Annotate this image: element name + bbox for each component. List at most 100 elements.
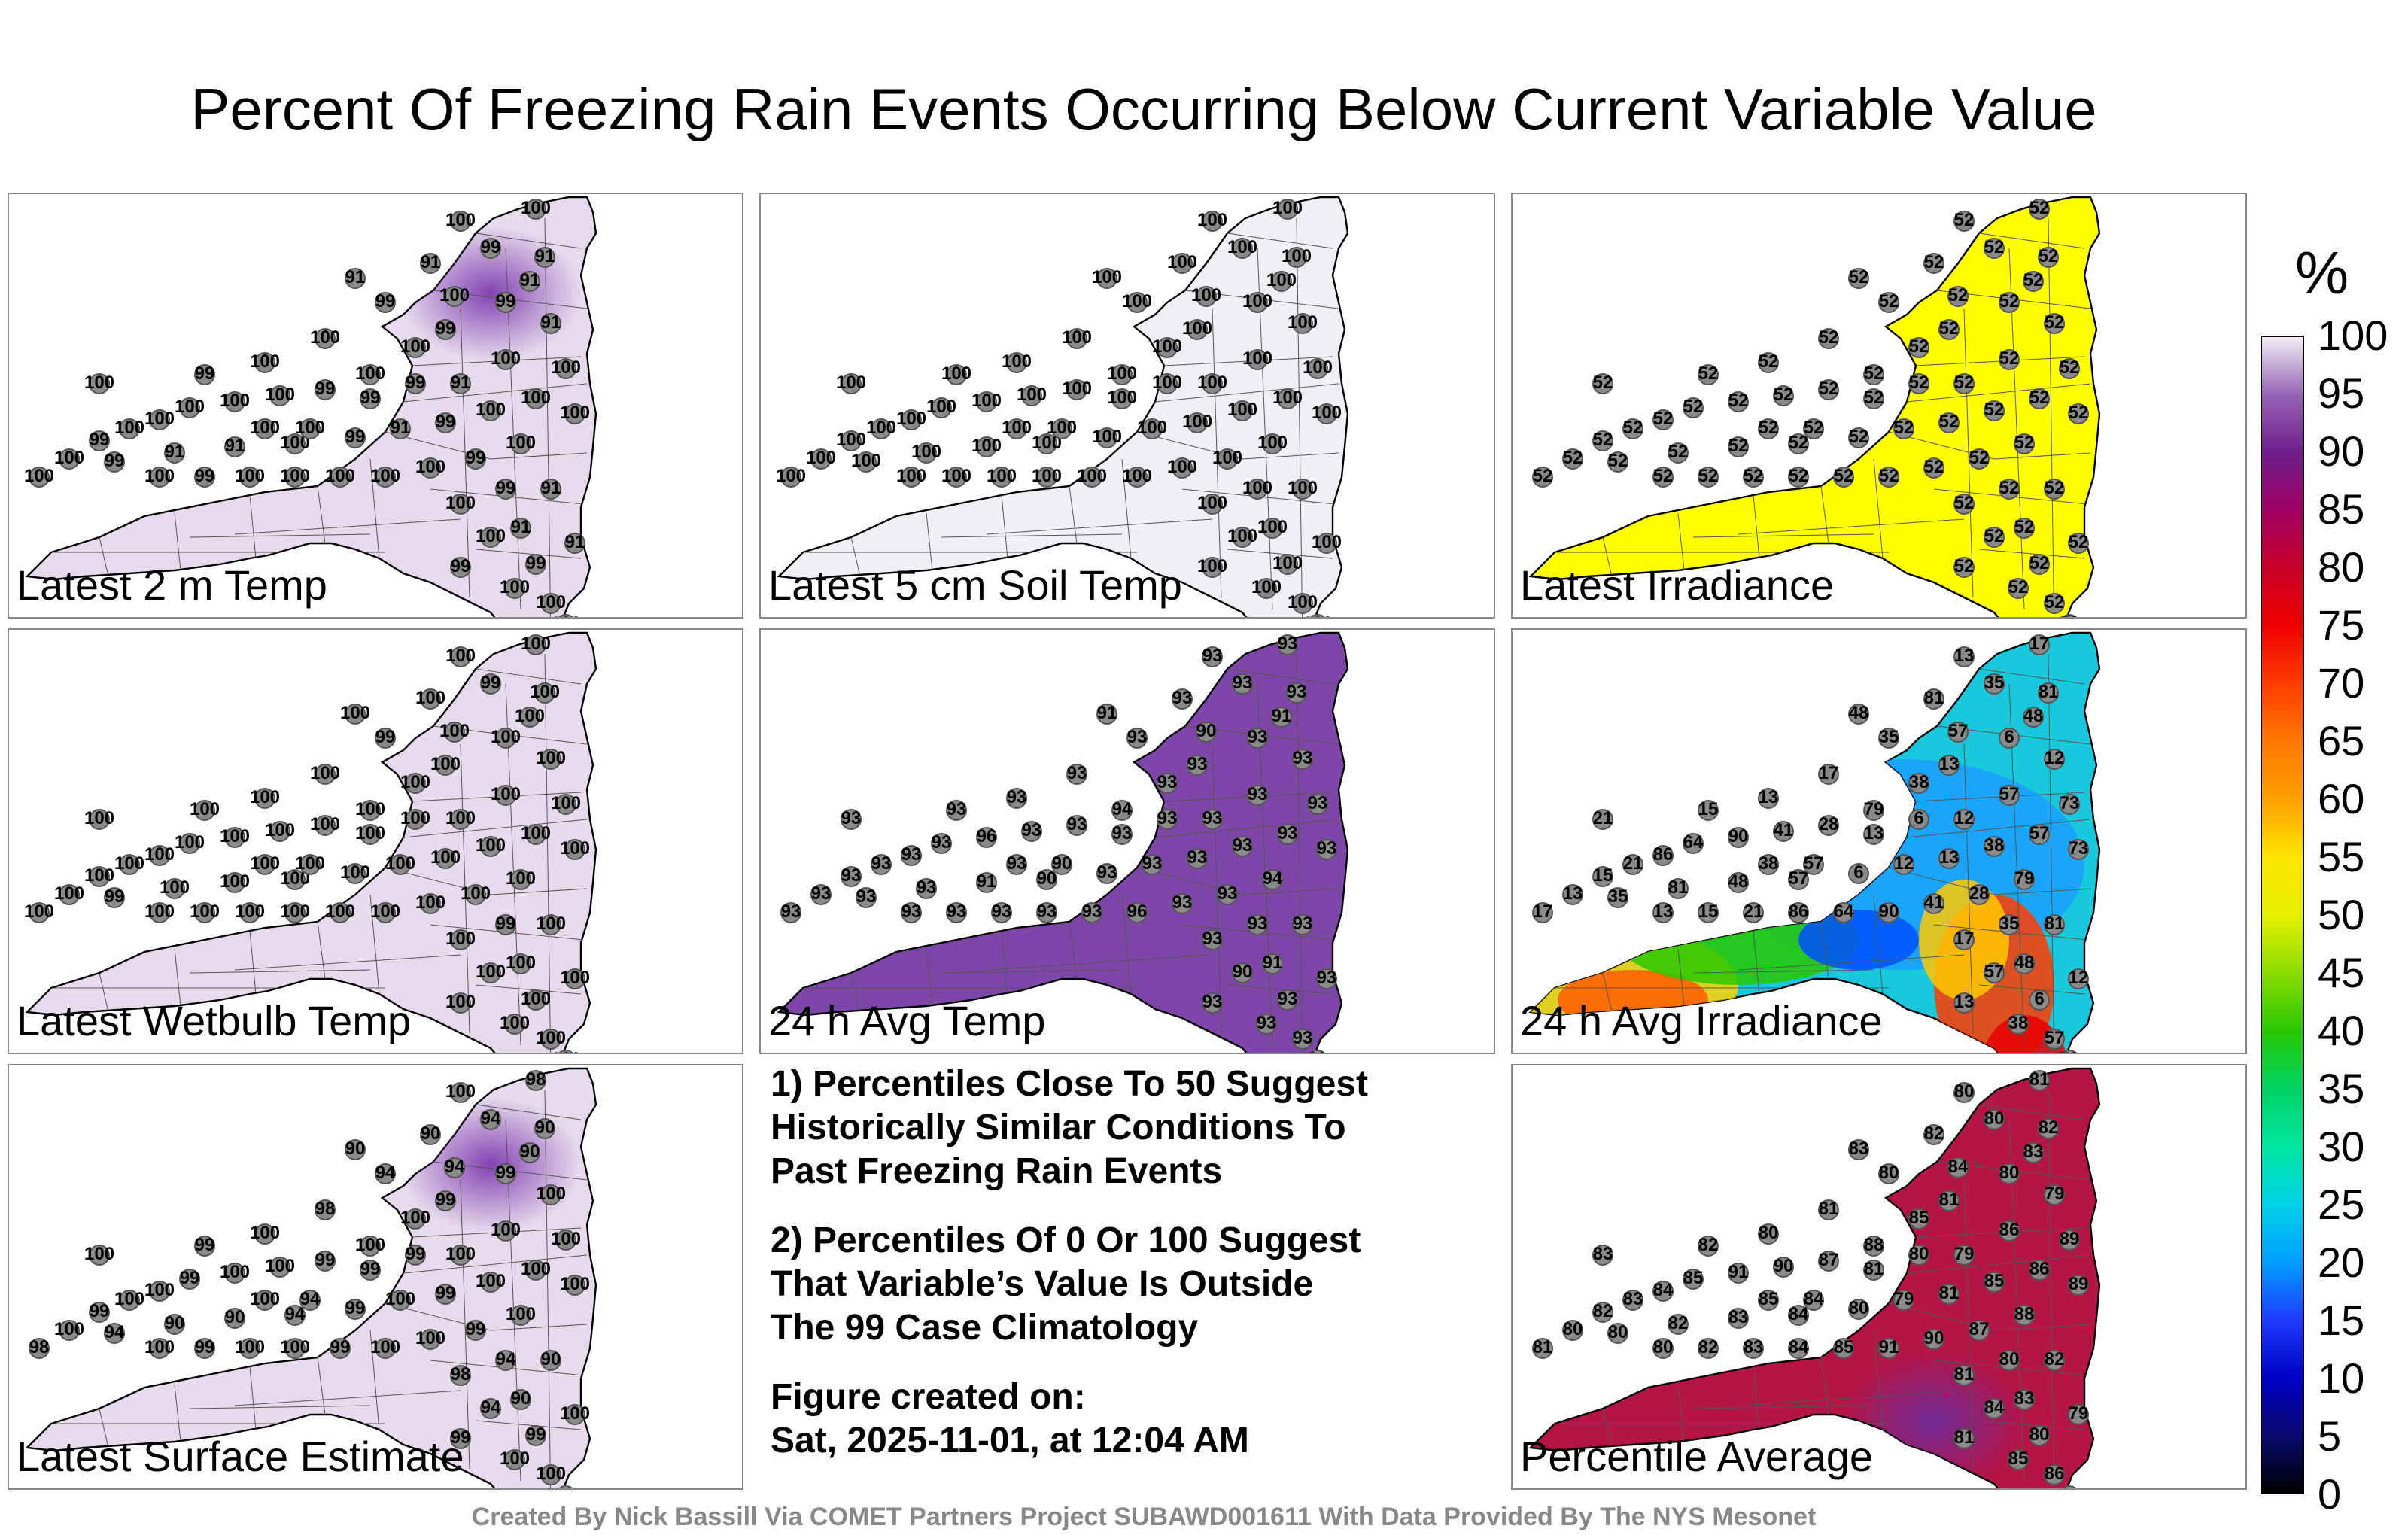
station-marker: 52 bbox=[1592, 372, 1613, 394]
county-line bbox=[1978, 1104, 2085, 1120]
station-value: 100 bbox=[54, 448, 84, 468]
station-marker: 93 bbox=[1202, 808, 1223, 830]
station-value: 52 bbox=[1954, 372, 1975, 393]
station-value: 52 bbox=[1924, 252, 1944, 272]
station-marker: 100 bbox=[325, 901, 355, 923]
station-marker: 90 bbox=[1878, 901, 1899, 923]
map-panel-percentile-average: 80 81 80 82 83 84 80 79 81 85 86 89 88 87 90 91 85 84 83 82… bbox=[1511, 1064, 2247, 1490]
station-marker: 52 bbox=[1953, 210, 1975, 232]
station-marker: 99 bbox=[495, 478, 516, 500]
station-marker: 83 bbox=[2014, 1388, 2035, 1410]
station-value: 93 bbox=[1127, 727, 1148, 747]
station-marker: 84 bbox=[1788, 1304, 1809, 1326]
station-marker: 90 bbox=[1923, 1328, 1944, 1350]
station-value: 85 bbox=[1683, 1268, 1704, 1288]
station-value: 100 bbox=[491, 727, 521, 747]
station-marker: 100 bbox=[84, 808, 114, 830]
station-marker: 100 bbox=[1107, 388, 1137, 409]
station-marker: 100 bbox=[551, 793, 581, 815]
station-value: 100 bbox=[84, 372, 114, 393]
station-value: 52 bbox=[1653, 409, 1674, 429]
station-marker: 93 bbox=[1202, 646, 1223, 667]
station-value: 100 bbox=[536, 1464, 566, 1484]
county-line bbox=[1677, 948, 1685, 1007]
station-value: 48 bbox=[1728, 871, 1749, 892]
station-value: 13 bbox=[1759, 787, 1779, 807]
station-marker: 100 bbox=[1242, 291, 1272, 313]
station-value: 13 bbox=[1954, 992, 1975, 1012]
station-marker: 100 bbox=[250, 853, 280, 875]
station-value: 90 bbox=[1728, 826, 1749, 847]
station-value: 100 bbox=[551, 1229, 581, 1249]
station-value: 52 bbox=[1759, 418, 1779, 438]
county-line bbox=[317, 1357, 326, 1415]
station-value: 100 bbox=[1167, 457, 1197, 477]
station-marker: 96 bbox=[1126, 901, 1148, 923]
station-marker: 52 bbox=[2068, 403, 2089, 424]
station-value: 93 bbox=[871, 853, 892, 874]
station-marker: 57 bbox=[2029, 823, 2050, 845]
station-value: 100 bbox=[1197, 210, 1227, 230]
station-marker: 21 bbox=[1622, 853, 1643, 875]
station-marker: 100 bbox=[430, 754, 461, 776]
station-value: 100 bbox=[1257, 517, 1288, 537]
station-marker: 80 bbox=[1758, 1223, 1779, 1245]
station-value: 12 bbox=[1894, 853, 1914, 874]
station-marker: 93 bbox=[916, 877, 937, 899]
station-marker: 99 bbox=[435, 412, 456, 433]
station-marker: 100 bbox=[439, 721, 470, 743]
station-marker: 93 bbox=[1187, 754, 1208, 776]
station-value: 90 bbox=[1037, 868, 1057, 889]
station-marker: 100 bbox=[340, 703, 370, 725]
station-value: 81 bbox=[2039, 682, 2059, 702]
station-value: 79 bbox=[1864, 799, 1884, 819]
station-marker: 100 bbox=[220, 826, 250, 848]
station-marker: 100 bbox=[776, 466, 806, 488]
station-value: 100 bbox=[851, 451, 881, 471]
station-marker: 93 bbox=[1232, 673, 1253, 695]
station-marker: 100 bbox=[310, 327, 340, 349]
station-marker: 99 bbox=[480, 673, 501, 695]
county-line bbox=[1069, 921, 1078, 980]
station-marker: 38 bbox=[1758, 853, 1779, 875]
station-value: 100 bbox=[400, 1208, 430, 1228]
station-marker: 52 bbox=[1532, 466, 1553, 488]
station-value: 100 bbox=[1047, 418, 1077, 438]
county-line bbox=[99, 536, 109, 577]
station-value: 52 bbox=[1759, 351, 1779, 372]
station-value: 52 bbox=[1819, 378, 1839, 399]
station-marker: 100 bbox=[1288, 478, 1318, 500]
station-marker: 52 bbox=[1698, 363, 1719, 385]
station-value: 91 bbox=[345, 267, 366, 287]
station-value: 100 bbox=[1002, 418, 1032, 438]
station-marker: 100 bbox=[560, 403, 590, 424]
station-marker: 13 bbox=[1863, 823, 1884, 845]
station-value: 99 bbox=[436, 412, 456, 432]
station-value: 80 bbox=[1999, 1349, 2020, 1369]
station-marker: 93 bbox=[1277, 634, 1298, 655]
station-value: 99 bbox=[481, 673, 501, 693]
station-value: 100 bbox=[1062, 327, 1092, 348]
station-value: 100 bbox=[500, 577, 530, 597]
station-value: 52 bbox=[1698, 363, 1719, 384]
county-line bbox=[174, 1384, 181, 1442]
station-marker: 52 bbox=[1863, 388, 1884, 409]
station-marker: 100 bbox=[340, 862, 370, 884]
station-value: 12 bbox=[2069, 968, 2089, 988]
station-marker: 93 bbox=[1292, 913, 1313, 935]
station-value: 100 bbox=[560, 968, 590, 988]
station-value: 52 bbox=[2008, 577, 2029, 597]
station-value: 94 bbox=[375, 1163, 396, 1183]
station-marker: 99 bbox=[315, 1250, 336, 1272]
station-marker: 100 bbox=[439, 285, 470, 307]
county-line bbox=[926, 948, 933, 1007]
station-value: 100 bbox=[551, 1485, 581, 1488]
station-marker: 100 bbox=[220, 391, 250, 412]
station-marker: 100 bbox=[476, 400, 506, 421]
station-marker: 100 bbox=[506, 1304, 536, 1326]
station-marker: 100 bbox=[445, 808, 476, 830]
station-value: 99 bbox=[526, 1424, 546, 1445]
station-value: 90 bbox=[511, 1388, 531, 1409]
station-marker: 100 bbox=[1288, 592, 1318, 614]
station-marker: 48 bbox=[2023, 706, 2044, 728]
